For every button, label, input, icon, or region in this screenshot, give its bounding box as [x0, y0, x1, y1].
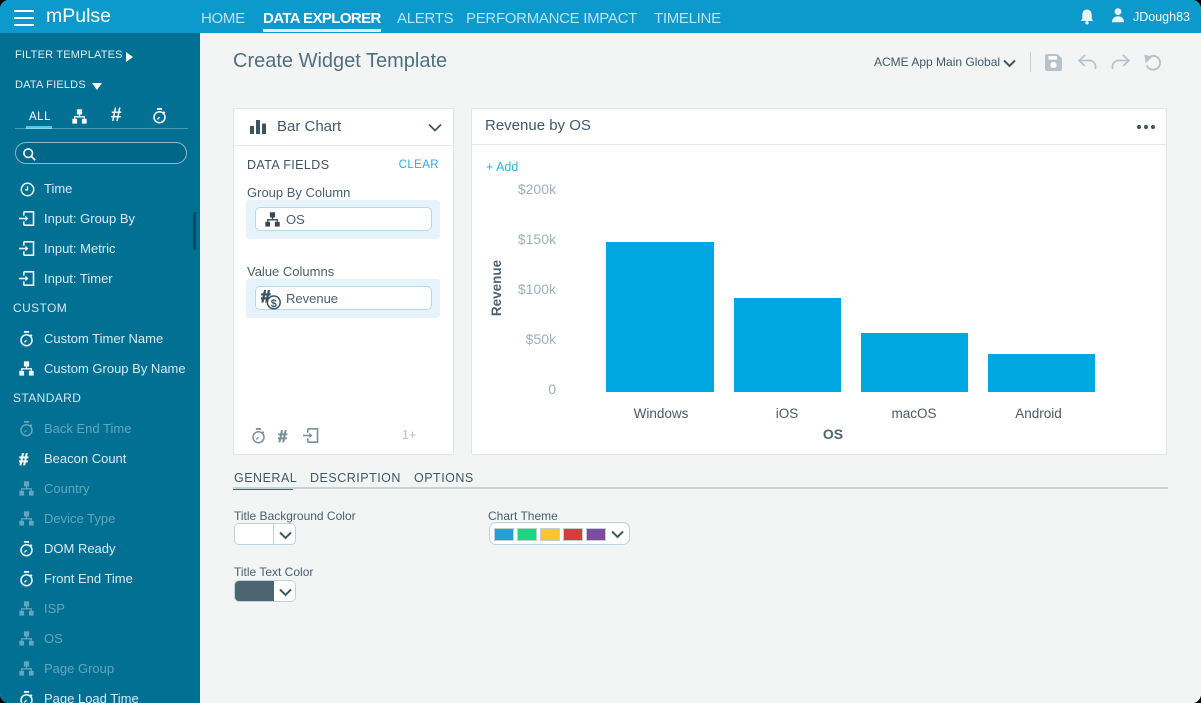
- svg-text:#: #: [278, 428, 287, 444]
- svg-text:#: #: [261, 287, 271, 306]
- svg-text:$: $: [271, 298, 277, 310]
- svg-text:#: #: [19, 451, 28, 467]
